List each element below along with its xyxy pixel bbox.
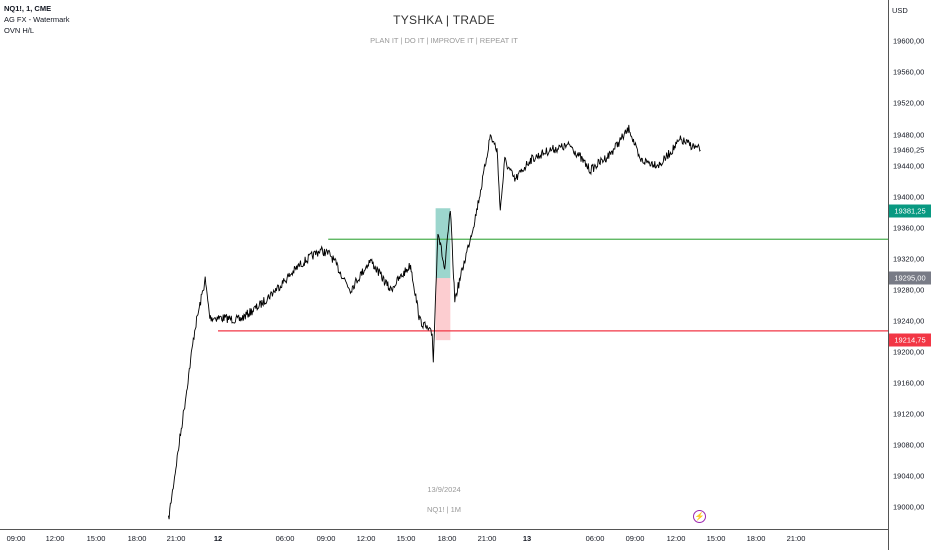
- price-label: 19200,00: [893, 347, 925, 357]
- time-label: 21:00: [477, 534, 497, 543]
- time-label: 12: [213, 534, 223, 543]
- time-label: 15:00: [396, 534, 416, 543]
- price-label: 19360,00: [893, 223, 925, 233]
- price-label: 19120,00: [893, 409, 925, 419]
- time-label: 18:00: [127, 534, 147, 543]
- price-series-line: [167, 124, 701, 520]
- price-label: 19000,00: [893, 502, 925, 512]
- lightning-bolt-icon[interactable]: ⚡: [693, 510, 706, 523]
- price-label: 19480,00: [893, 130, 925, 140]
- price-label: 19240,00: [893, 316, 925, 326]
- time-axis[interactable]: 09:00 12:00 15:00 18:00 21:00 12 06:00 09:00 12:…: [0, 529, 888, 551]
- time-label: 18:00: [746, 534, 766, 543]
- price-chart[interactable]: [0, 0, 888, 529]
- price-axis[interactable]: USD 19600,00 19560,00 19520,00 19480,00 1944…: [888, 0, 932, 550]
- time-label: 09:00: [6, 534, 26, 543]
- price-label: 19040,00: [893, 471, 925, 481]
- price-label: 19320,00: [893, 254, 925, 264]
- time-label: 12:00: [356, 534, 376, 543]
- price-label: 19600,00: [893, 36, 925, 46]
- watermark-title: TYSHKA | TRADE: [393, 13, 495, 27]
- time-label: 06:00: [275, 534, 295, 543]
- price-label: 19440,00: [893, 161, 925, 171]
- legend-symbol[interactable]: NQ1!, 1, CME: [4, 4, 52, 13]
- time-label: 18:00: [437, 534, 457, 543]
- price-badge: 19381,25: [889, 204, 931, 218]
- time-label: 15:00: [86, 534, 106, 543]
- time-label: 12:00: [666, 534, 686, 543]
- chart-legend: NQ1!, 1, CME AG FX - Watermark OVN H/L: [4, 3, 70, 36]
- time-label: 13: [522, 534, 532, 543]
- price-badge: 19295,00: [889, 271, 931, 285]
- legend-indicator-ovn[interactable]: OVN H/L: [4, 26, 35, 35]
- currency-label[interactable]: USD: [892, 6, 908, 15]
- time-label: 09:00: [316, 534, 336, 543]
- watermark-symbol: NQ1! | 1M: [426, 505, 462, 514]
- time-label: 09:00: [625, 534, 645, 543]
- watermark-subtitle: PLAN IT | DO IT | IMPROVE IT | REPEAT IT: [370, 36, 518, 45]
- sell-zone-box: [435, 278, 451, 341]
- price-label: 19080,00: [893, 440, 925, 450]
- time-label: 15:00: [706, 534, 726, 543]
- price-label: 19560,00: [893, 67, 925, 77]
- time-label: 21:00: [166, 534, 186, 543]
- buy-zone-box: [435, 208, 451, 279]
- legend-indicator-watermark[interactable]: AG FX - Watermark: [4, 15, 70, 24]
- last-price-label: 19460,25: [893, 145, 925, 155]
- time-label: 12:00: [45, 534, 65, 543]
- price-label: 19520,00: [893, 98, 925, 108]
- time-label: 21:00: [786, 534, 806, 543]
- price-label: 19400,00: [893, 192, 925, 202]
- watermark-date: 13/9/2024: [427, 485, 461, 494]
- price-badge: 19214,75: [889, 333, 931, 347]
- time-label: 06:00: [585, 534, 605, 543]
- price-label: 19160,00: [893, 378, 925, 388]
- price-label: 19280,00: [893, 285, 925, 295]
